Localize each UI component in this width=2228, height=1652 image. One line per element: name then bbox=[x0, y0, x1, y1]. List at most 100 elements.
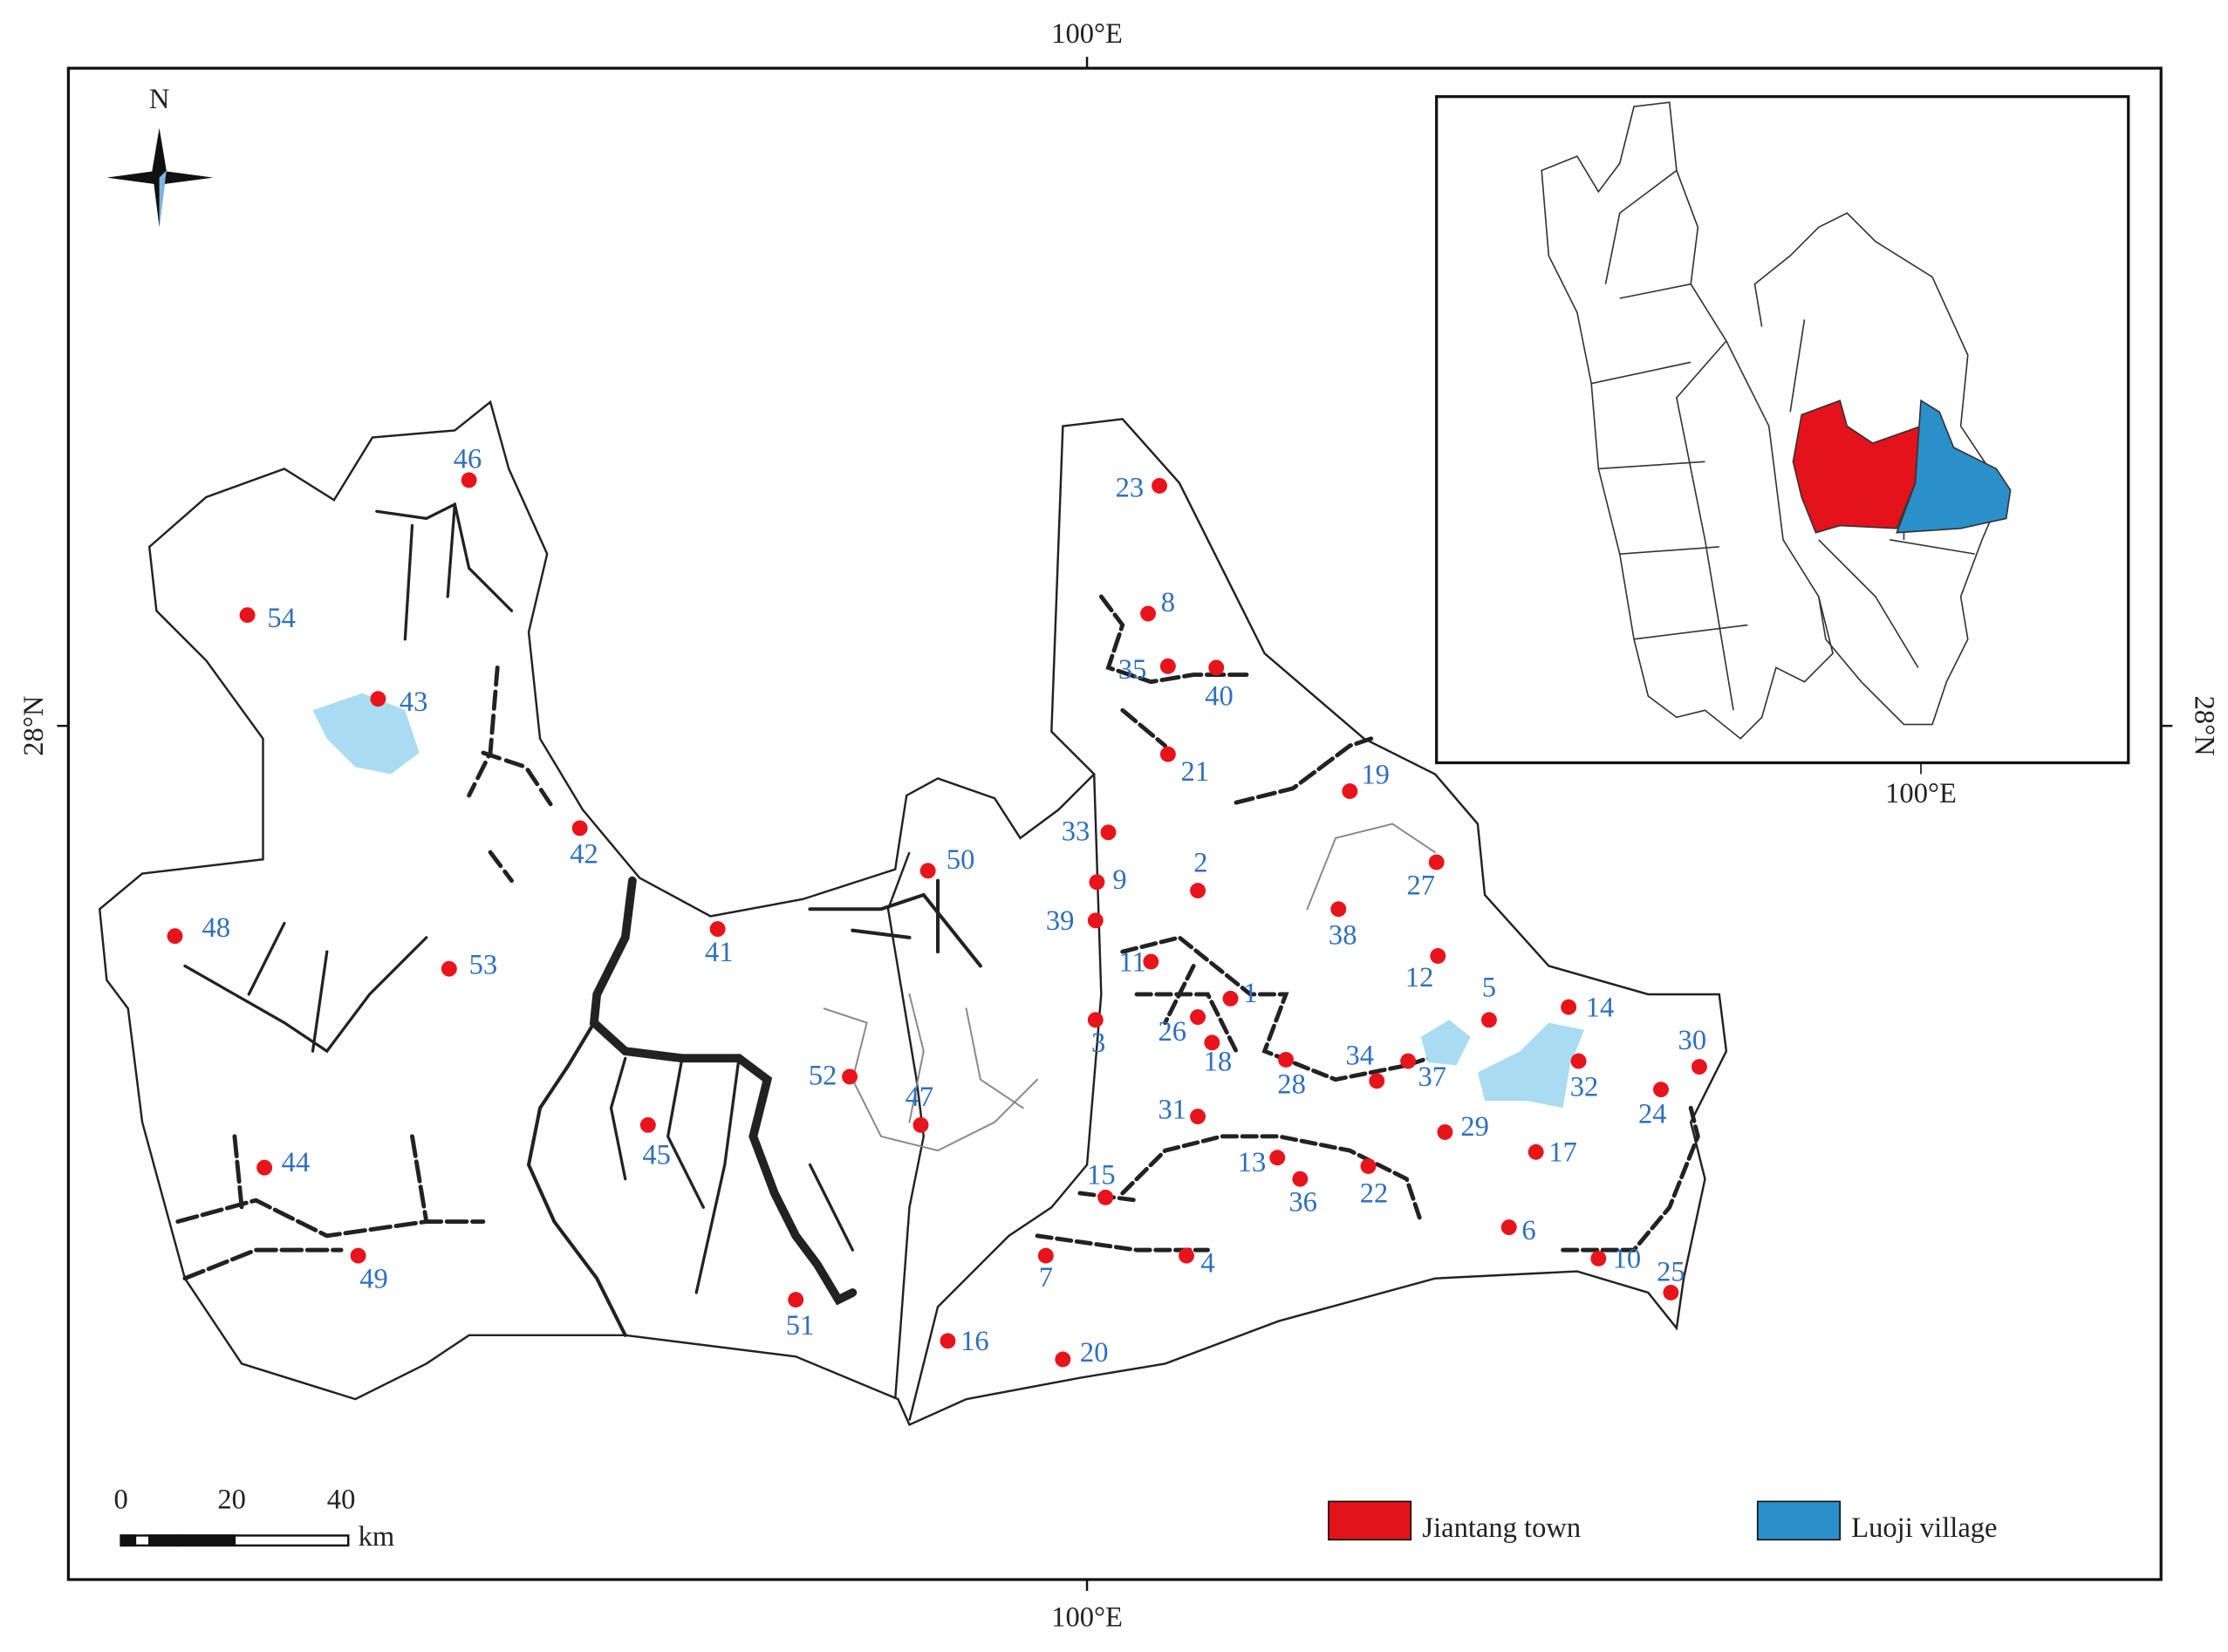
site-marker bbox=[1500, 1219, 1517, 1236]
site-marker bbox=[709, 921, 726, 938]
site-marker bbox=[1428, 854, 1445, 870]
legend: Jiantang town Luoji village bbox=[1328, 1500, 1998, 1544]
site-marker bbox=[1204, 1034, 1220, 1051]
site-marker bbox=[1159, 746, 1176, 762]
site-label: 20 bbox=[1080, 1337, 1109, 1369]
site-marker bbox=[1590, 1250, 1607, 1266]
site-marker bbox=[1089, 874, 1105, 891]
site-label: 42 bbox=[570, 838, 598, 870]
site-label: 16 bbox=[960, 1326, 989, 1357]
scale-bar bbox=[120, 1534, 350, 1547]
site-label: 27 bbox=[1406, 870, 1435, 901]
site-label: 21 bbox=[1181, 756, 1210, 788]
site-marker bbox=[940, 1333, 956, 1349]
site-label: 44 bbox=[282, 1147, 311, 1178]
site-marker bbox=[1037, 1247, 1054, 1264]
site-label: 30 bbox=[1678, 1025, 1707, 1056]
site-label: 37 bbox=[1418, 1062, 1447, 1093]
site-marker bbox=[1570, 1053, 1587, 1069]
site-label: 48 bbox=[202, 912, 230, 944]
site-marker bbox=[370, 691, 386, 707]
site-marker bbox=[842, 1068, 858, 1085]
site-label: 39 bbox=[1046, 905, 1075, 937]
site-label: 26 bbox=[1158, 1016, 1186, 1048]
inset-frame bbox=[1435, 95, 2130, 765]
site-marker bbox=[1087, 1012, 1104, 1028]
compass bbox=[106, 127, 214, 228]
north-label: N bbox=[149, 84, 170, 115]
site-marker bbox=[1663, 1285, 1679, 1300]
top-axis-label: 100°E bbox=[1051, 18, 1123, 50]
site-label: 11 bbox=[1118, 946, 1145, 978]
site-label: 50 bbox=[947, 844, 975, 876]
site-label: 18 bbox=[1204, 1046, 1233, 1077]
site-label: 29 bbox=[1460, 1111, 1489, 1143]
frame-ticks bbox=[57, 57, 2173, 1591]
site-label: 12 bbox=[1405, 962, 1434, 993]
site-marker bbox=[1097, 1189, 1114, 1205]
site-label: 53 bbox=[469, 950, 498, 981]
study-area-outline bbox=[98, 399, 1728, 1427]
site-label: 43 bbox=[400, 686, 428, 718]
site-marker bbox=[1278, 1051, 1295, 1068]
site-marker bbox=[912, 1116, 929, 1133]
site-marker bbox=[1100, 824, 1117, 841]
site-label: 40 bbox=[1205, 681, 1234, 713]
site-marker bbox=[1190, 1009, 1206, 1025]
site-marker bbox=[1055, 1351, 1071, 1368]
site-marker bbox=[1190, 1109, 1206, 1124]
site-marker bbox=[1692, 1059, 1707, 1075]
scale-tick-label: 40 bbox=[327, 1485, 356, 1516]
lakes bbox=[312, 693, 1585, 1109]
site-label: 35 bbox=[1118, 654, 1147, 686]
site-marker bbox=[1087, 912, 1104, 929]
site-marker bbox=[1430, 948, 1446, 964]
site-label: 46 bbox=[454, 444, 482, 475]
site-label: 45 bbox=[642, 1140, 671, 1171]
site-label: 23 bbox=[1116, 472, 1145, 503]
scale-unit: km bbox=[359, 1521, 395, 1553]
rivers bbox=[175, 502, 1700, 1337]
site-label: 2 bbox=[1193, 847, 1207, 878]
site-marker bbox=[350, 1247, 366, 1264]
site-marker bbox=[1360, 1158, 1377, 1174]
scale-tick-label: 20 bbox=[217, 1485, 246, 1516]
site-label: 34 bbox=[1345, 1041, 1374, 1072]
site-label: 19 bbox=[1361, 759, 1390, 790]
right-axis-label: 28°N bbox=[2188, 696, 2219, 756]
site-marker bbox=[1179, 1247, 1195, 1264]
site-label: 52 bbox=[809, 1061, 837, 1092]
site-label: 33 bbox=[1062, 816, 1090, 847]
site-label: 15 bbox=[1087, 1160, 1116, 1191]
site-marker bbox=[788, 1292, 804, 1308]
site-label: 28 bbox=[1277, 1068, 1306, 1100]
inset-jiantang bbox=[1792, 399, 1922, 534]
site-label: 17 bbox=[1548, 1137, 1577, 1168]
site-label: 10 bbox=[1613, 1244, 1642, 1275]
site-label: 32 bbox=[1570, 1072, 1599, 1103]
site-label: 24 bbox=[1638, 1099, 1667, 1130]
site-marker bbox=[1292, 1171, 1309, 1187]
site-label: 31 bbox=[1158, 1095, 1186, 1126]
site-marker bbox=[639, 1116, 656, 1133]
legend-swatch bbox=[1756, 1500, 1842, 1541]
bottom-axis-label: 100°E bbox=[1051, 1602, 1123, 1634]
site-marker bbox=[1208, 659, 1225, 676]
left-axis-label: 28°N bbox=[18, 696, 50, 756]
site-marker bbox=[1561, 999, 1577, 1015]
legend-swatch bbox=[1328, 1500, 1412, 1541]
site-label: 54 bbox=[267, 603, 296, 634]
site-label: 6 bbox=[1521, 1215, 1535, 1246]
site-marker bbox=[1222, 990, 1239, 1007]
site-marker bbox=[1527, 1143, 1544, 1160]
inset-luoji bbox=[1896, 399, 2012, 534]
scale-labels: 0 20 40 bbox=[114, 1485, 356, 1516]
legend-label: Jiantang town bbox=[1422, 1512, 1581, 1544]
legend-label: Luoji village bbox=[1851, 1512, 1997, 1544]
site-label: 8 bbox=[1161, 587, 1175, 618]
site-label: 49 bbox=[359, 1263, 388, 1294]
site-label: 1 bbox=[1243, 978, 1257, 1009]
site-marker bbox=[571, 820, 588, 836]
